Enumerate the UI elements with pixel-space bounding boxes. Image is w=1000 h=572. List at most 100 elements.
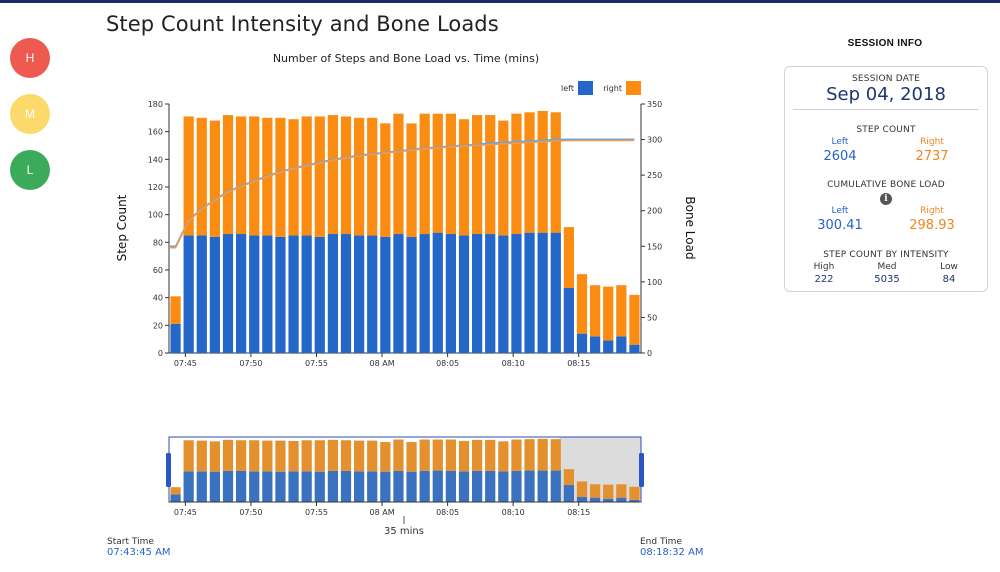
x-tick-label: 08:15	[567, 359, 590, 368]
bar-left[interactable]	[458, 235, 470, 353]
bar-right[interactable]	[353, 117, 365, 236]
bar-left[interactable]	[301, 235, 312, 353]
bar-right[interactable]	[327, 115, 339, 235]
bar-right[interactable]	[576, 274, 588, 334]
nav-bar-right	[589, 484, 601, 498]
bar-right[interactable]	[432, 113, 443, 233]
bar-right[interactable]	[249, 116, 260, 236]
bar-right[interactable]	[406, 123, 417, 237]
bar-right[interactable]	[196, 117, 207, 236]
bar-right[interactable]	[275, 117, 286, 237]
bar-right[interactable]	[537, 110, 548, 233]
bar-left[interactable]	[170, 323, 181, 353]
bar-right[interactable]	[616, 285, 627, 337]
bar-left[interactable]	[249, 235, 260, 353]
nav-bar-right	[235, 440, 247, 471]
bar-right[interactable]	[301, 116, 312, 236]
bar-right[interactable]	[589, 285, 601, 337]
start-time-value: 07:43:45 AM	[107, 547, 171, 558]
bar-right[interactable]	[393, 113, 404, 235]
bar-left[interactable]	[445, 234, 457, 353]
bar-right[interactable]	[340, 116, 352, 235]
nav-x-tick-label: 07:55	[305, 508, 328, 517]
bar-right[interactable]	[550, 112, 561, 233]
bar-left[interactable]	[275, 236, 286, 353]
nav-x-tick-label: 08:10	[502, 508, 525, 517]
bar-left[interactable]	[262, 235, 273, 353]
bar-right[interactable]	[563, 227, 575, 288]
bar-left[interactable]	[603, 340, 614, 353]
bar-left[interactable]	[406, 236, 417, 353]
bar-right[interactable]	[288, 119, 299, 236]
nav-bar-right	[249, 440, 260, 472]
bar-left[interactable]	[196, 235, 207, 353]
nav-bar-left	[262, 471, 273, 502]
bar-left[interactable]	[550, 232, 561, 353]
navigator-handle-right[interactable]	[639, 453, 644, 487]
bar-right[interactable]	[458, 119, 470, 236]
bar-left[interactable]	[235, 234, 247, 353]
bar-right[interactable]	[419, 113, 430, 235]
bar-left[interactable]	[471, 234, 483, 353]
bone-right-value: 298.93	[909, 218, 955, 233]
bone-right: Right 298.93	[892, 206, 972, 233]
bar-right[interactable]	[498, 120, 509, 236]
nav-bar-left	[249, 471, 260, 502]
bar-left[interactable]	[393, 234, 404, 353]
bar-left[interactable]	[589, 336, 601, 353]
bar-left[interactable]	[498, 235, 509, 353]
bar-right[interactable]	[524, 112, 535, 233]
nav-bar-left	[550, 470, 561, 502]
bar-right[interactable]	[170, 296, 181, 324]
nav-bar-left	[183, 471, 194, 502]
bar-left[interactable]	[222, 234, 234, 353]
bar-left[interactable]	[485, 234, 496, 353]
bar-left[interactable]	[419, 234, 430, 353]
bar-right[interactable]	[603, 286, 614, 341]
legend-left-swatch	[578, 81, 593, 95]
bar-left[interactable]	[537, 232, 548, 353]
info-icon[interactable]: i	[880, 193, 892, 205]
bar-left[interactable]	[314, 236, 325, 353]
x-tick-label: 08:05	[436, 359, 459, 368]
intensity-low-label: Low	[940, 262, 958, 272]
bar-right[interactable]	[380, 123, 391, 237]
bar-left[interactable]	[511, 234, 522, 353]
bar-right[interactable]	[511, 113, 522, 235]
bar-right[interactable]	[209, 120, 221, 237]
bar-right[interactable]	[445, 113, 457, 235]
navigator-handle-left[interactable]	[166, 453, 171, 487]
y2-tick-label: 300	[647, 136, 662, 145]
bar-right[interactable]	[222, 115, 234, 235]
bar-right[interactable]	[471, 115, 483, 235]
bar-right[interactable]	[485, 115, 496, 235]
bar-left[interactable]	[367, 235, 378, 353]
bar-left[interactable]	[353, 235, 365, 353]
bar-right[interactable]	[314, 116, 325, 237]
bar-right[interactable]	[235, 116, 247, 235]
nav-bar-right	[511, 439, 522, 471]
bar-left[interactable]	[209, 236, 221, 353]
intensity-button-h[interactable]: H	[10, 38, 50, 78]
bar-left[interactable]	[576, 333, 588, 353]
intensity-button-m[interactable]: M	[10, 94, 50, 134]
bar-left[interactable]	[327, 234, 339, 353]
bar-left[interactable]	[183, 235, 194, 353]
bar-left[interactable]	[288, 235, 299, 353]
nav-bar-right	[380, 442, 391, 472]
bar-right[interactable]	[183, 116, 194, 236]
bar-right[interactable]	[629, 294, 640, 345]
bar-left[interactable]	[524, 232, 535, 353]
bar-left[interactable]	[616, 336, 627, 353]
nav-x-tick-label: 07:50	[239, 508, 262, 517]
bar-left[interactable]	[563, 287, 575, 353]
bar-right[interactable]	[367, 117, 378, 236]
intensity-button-l[interactable]: L	[10, 150, 50, 190]
y-tick-label: 120	[148, 183, 163, 192]
bar-left[interactable]	[629, 344, 640, 353]
nav-bar-right	[432, 439, 443, 471]
bar-left[interactable]	[380, 236, 391, 353]
bar-left[interactable]	[340, 234, 352, 353]
bar-left[interactable]	[432, 232, 443, 353]
